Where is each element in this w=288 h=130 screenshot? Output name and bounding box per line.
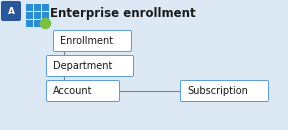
Text: Department: Department xyxy=(53,61,112,71)
Text: Subscription: Subscription xyxy=(187,86,248,96)
FancyBboxPatch shape xyxy=(40,20,286,126)
Circle shape xyxy=(40,18,50,29)
FancyBboxPatch shape xyxy=(181,80,268,102)
FancyBboxPatch shape xyxy=(34,12,41,19)
Text: Enterprise enrollment: Enterprise enrollment xyxy=(50,6,196,20)
FancyBboxPatch shape xyxy=(54,31,132,51)
FancyBboxPatch shape xyxy=(42,4,49,11)
FancyBboxPatch shape xyxy=(46,80,120,102)
FancyBboxPatch shape xyxy=(34,20,41,27)
FancyBboxPatch shape xyxy=(26,20,33,27)
FancyBboxPatch shape xyxy=(42,12,49,19)
FancyBboxPatch shape xyxy=(26,12,33,19)
FancyBboxPatch shape xyxy=(1,1,21,21)
FancyBboxPatch shape xyxy=(26,4,33,11)
FancyBboxPatch shape xyxy=(34,4,41,11)
Text: Account: Account xyxy=(53,86,92,96)
Text: Enrollment: Enrollment xyxy=(60,36,113,46)
Text: A: A xyxy=(7,6,14,15)
FancyBboxPatch shape xyxy=(46,56,134,76)
